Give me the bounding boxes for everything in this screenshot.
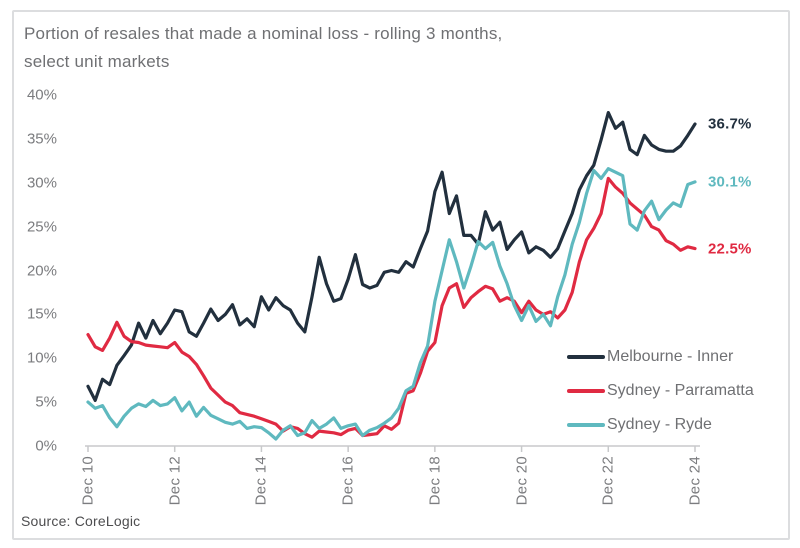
y-axis-tick-label: 10%	[26, 349, 57, 367]
y-axis-tick-label: 40%	[26, 86, 57, 104]
legend: Melbourne - Inner Sydney - Parramatta Sydn…	[567, 340, 754, 442]
chart-title-line1: Portion of resales that made a nominal l…	[24, 24, 503, 43]
x-axis-line	[85, 445, 700, 452]
y-axis-tick-label: 15%	[26, 305, 57, 323]
legend-item-sydney-ryde: Sydney - Ryde	[567, 408, 754, 442]
chart-title: Portion of resales that made a nominal l…	[24, 20, 644, 76]
y-axis-tick-label: 0%	[35, 437, 57, 455]
y-axis-tick-label: 5%	[35, 393, 57, 411]
x-axis-tick-label: Dec 22	[599, 456, 617, 506]
x-axis-tick-label: Dec 12	[166, 456, 184, 506]
y-axis-tick-label: 30%	[26, 174, 57, 192]
x-axis-tick-label: Dec 18	[426, 456, 444, 506]
legend-label: Sydney - Parramatta	[607, 382, 754, 399]
series-line-melbourne-inner	[86, 110, 697, 402]
x-axis-tick-label: Dec 20	[513, 456, 531, 506]
legend-line-swatch	[567, 389, 605, 393]
y-axis-tick-label: 25%	[26, 218, 57, 236]
series-end-label-melbourne-inner: 36.7%	[708, 115, 752, 133]
legend-line-swatch	[567, 423, 605, 427]
series-line-sydney-parramatta	[86, 176, 697, 439]
legend-label: Melbourne - Inner	[607, 348, 734, 365]
series-end-label-sydney-parramatta: 22.5%	[708, 240, 752, 258]
legend-label: Sydney - Ryde	[607, 416, 712, 433]
series-line-sydney-ryde	[86, 167, 697, 441]
chart-title-line2: select unit markets	[24, 52, 170, 72]
source-caption: Source: CoreLogic	[21, 513, 141, 529]
x-axis-tick-label: Dec 14	[252, 456, 270, 506]
legend-line-swatch	[567, 355, 605, 359]
series-end-label-sydney-ryde: 30.1%	[708, 173, 752, 191]
legend-item-melbourne-inner: Melbourne - Inner	[567, 340, 754, 374]
legend-item-sydney-parramatta: Sydney - Parramatta	[567, 374, 754, 408]
y-axis-tick-label: 20%	[26, 262, 57, 279]
y-axis-tick-label: 35%	[26, 130, 57, 148]
x-axis-tick-label: Dec 16	[339, 456, 357, 506]
x-axis-tick-label: Dec 24	[686, 456, 704, 506]
x-axis-tick-label: Dec 10	[79, 456, 97, 506]
chart-frame	[12, 10, 790, 540]
